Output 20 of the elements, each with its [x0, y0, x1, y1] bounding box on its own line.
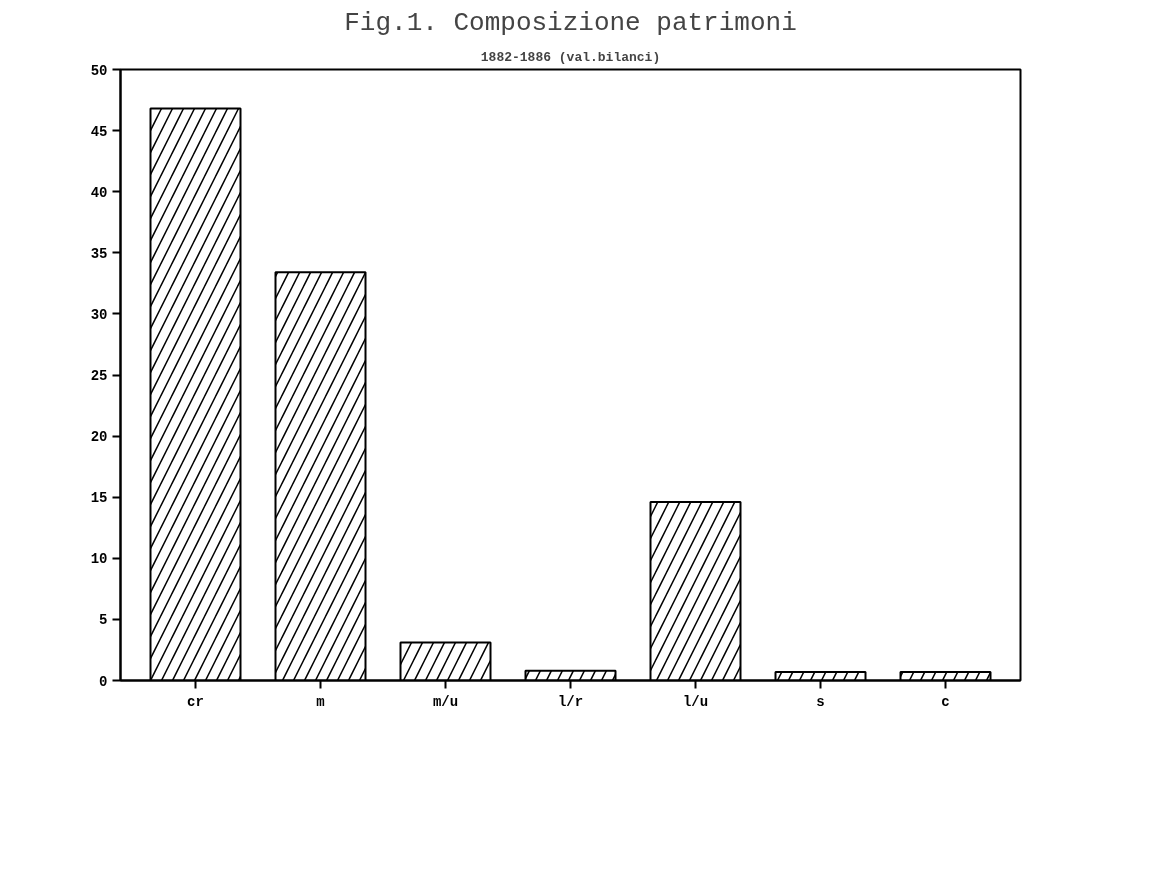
chart-title: Fig.1. Composizione patrimoni — [344, 7, 797, 38]
y-tick-label: 40 — [90, 184, 108, 201]
y-tick-label: 35 — [90, 245, 108, 262]
y-tick-label: 30 — [90, 306, 108, 323]
y-tick-label: 15 — [90, 490, 108, 507]
x-tick-label: m — [316, 693, 325, 710]
chart-subtitle: 1882-1886 (val.bilanci) — [480, 49, 661, 65]
y-tick-label: 0 — [99, 673, 108, 690]
y-tick-label: 20 — [90, 429, 108, 446]
y-tick-label: 50 — [90, 62, 108, 79]
x-tick-label: cr — [187, 693, 204, 710]
x-tick-label: m/u — [432, 693, 459, 710]
x-tick-label: s — [816, 693, 825, 710]
y-tick-label: 45 — [90, 123, 108, 140]
x-tick-label: c — [941, 693, 950, 710]
y-tick-label: 10 — [90, 551, 108, 568]
y-tick-label: 5 — [99, 612, 108, 629]
y-tick-label: 25 — [90, 368, 108, 384]
x-tick-label: l/r — [557, 693, 584, 710]
x-tick-label: l/u — [682, 693, 709, 710]
